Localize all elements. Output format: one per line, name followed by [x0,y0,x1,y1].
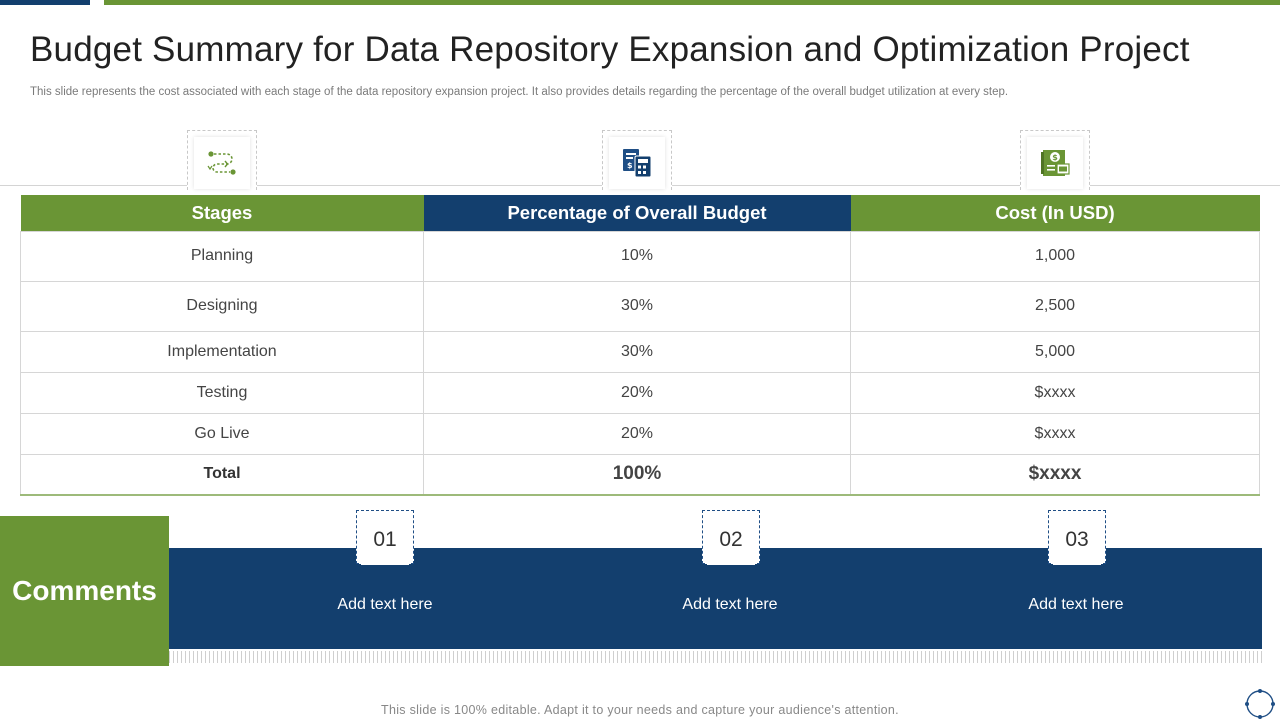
stage-cell: Implementation [20,330,424,373]
comment-number: 03 [1053,515,1101,565]
footer-note: This slide is 100% editable. Adapt it to… [381,703,899,717]
percentage-icon-box: $ [602,130,672,190]
stage-cell: Testing [20,371,424,414]
table-header-row: Stages Percentage of Overall Budget Cost… [20,195,1260,231]
comment-number: 02 [707,515,755,565]
comment-text[interactable]: Add text here [337,596,433,613]
comment-number-box: 01 [356,510,414,565]
header-stages: Stages [20,195,424,231]
total-percentage: 100% [423,453,851,496]
total-label: Total [20,453,424,496]
table-row: Planning 10% 1,000 [20,230,1260,282]
comments-panel: Comments [0,516,169,666]
header-percentage: Percentage of Overall Budget [423,195,851,231]
comment-number: 01 [361,515,409,565]
top-accent-bar-blue [0,0,90,5]
cost-cell: $xxxx [850,412,1260,455]
header-cost: Cost (In USD) [850,195,1260,231]
cost-cell: 2,500 [850,280,1260,332]
percentage-cell: 20% [423,371,851,414]
table-row: Go Live 20% $xxxx [20,412,1260,455]
slide-subtitle: This slide represents the cost associate… [30,86,1009,98]
comment-number-box: 02 [702,510,760,565]
comment-text[interactable]: Add text here [1028,596,1124,613]
percentage-cell: 30% [423,280,851,332]
table-row: Testing 20% $xxxx [20,371,1260,414]
route-path-icon [207,151,236,175]
comments-label: Comments [12,575,157,606]
stages-icon-box [187,130,257,190]
cost-cell: 1,000 [850,230,1260,282]
percentage-cell: 30% [423,330,851,373]
table-row: Designing 30% 2,500 [20,280,1260,332]
stage-cell: Go Live [20,412,424,455]
comment-number-box: 03 [1048,510,1106,565]
budget-calculator-icon: $ [623,149,652,178]
svg-text:$: $ [1052,153,1058,162]
refresh-cycle-icon [1245,689,1275,719]
svg-text:$: $ [627,161,633,170]
percentage-cell: 10% [423,230,851,282]
stage-cell: Planning [20,230,424,282]
stage-cell: Designing [20,280,424,332]
budget-table: Stages Percentage of Overall Budget Cost… [20,195,1260,496]
top-accent-bar-green [104,0,1280,5]
table-row: Implementation 30% 5,000 [20,330,1260,373]
total-cost: $xxxx [850,453,1260,496]
slide-title: Budget Summary for Data Repository Expan… [30,30,1190,69]
comment-text[interactable]: Add text here [682,596,778,613]
money-document-icon: $ [1041,150,1070,176]
table-total-row: Total 100% $xxxx [20,453,1260,496]
cost-cell: $xxxx [850,371,1260,414]
comments-stripe-decoration [169,651,1262,663]
cost-cell: 5,000 [850,330,1260,373]
cost-icon-box: $ [1020,130,1090,190]
percentage-cell: 20% [423,412,851,455]
